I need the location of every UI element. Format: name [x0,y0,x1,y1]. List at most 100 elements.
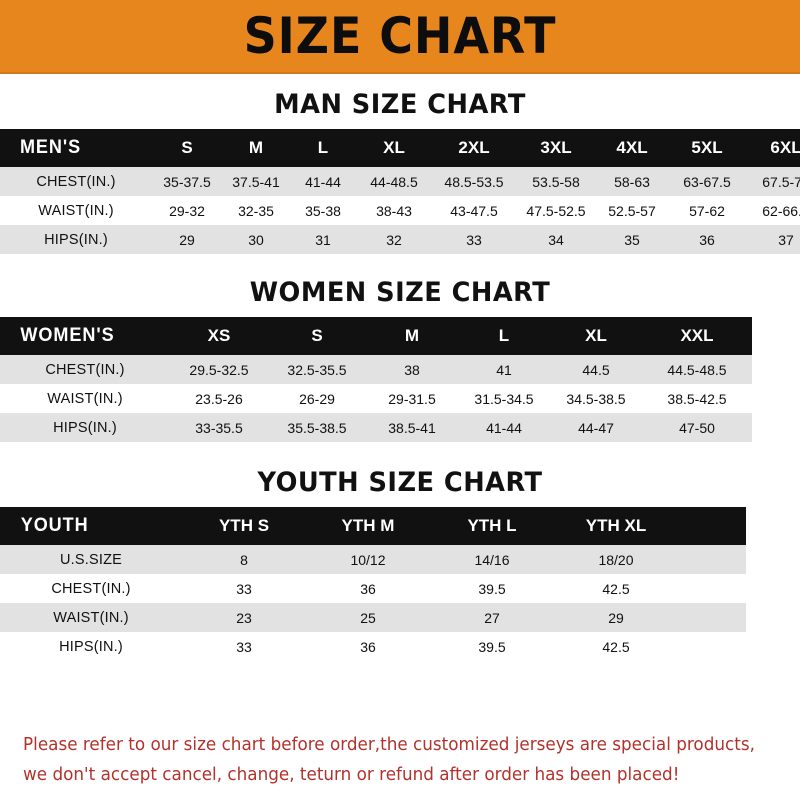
youth-cell-0-1: 10/12 [306,545,430,574]
table-row: WAIST(IN.) 29-32 32-35 35-38 38-43 43-47… [0,196,800,225]
youth-cell-3-0: 33 [182,632,306,661]
man-cell-0-5: 53.5-58 [516,167,596,196]
banner: SIZE CHART [0,0,800,74]
youth-table-body: YOUTH YTH S YTH M YTH L YTH XL U.S.SIZE … [0,507,746,661]
youth-cell-0-2: 14/16 [430,545,554,574]
banner-title: SIZE CHART [243,7,557,65]
women-cell-2-3: 41-44 [458,413,550,442]
youth-corner-label: YOUTH [20,515,89,536]
youth-row-3-label: HIPS(IN.) [0,632,182,661]
man-col-7: 5XL [691,138,723,157]
man-col-0: S [181,138,193,157]
youth-cell-0-3: 18/20 [554,545,678,574]
youth-cell-1-2: 39.5 [430,574,554,603]
women-cell-0-0: 29.5-32.5 [170,355,268,384]
table-row: CHEST(IN.) 33 36 39.5 42.5 [0,574,746,603]
man-row-0-label: CHEST(IN.) [0,167,152,196]
women-col-3: L [498,326,510,345]
man-cell-1-3: 38-43 [356,196,432,225]
man-cell-2-0: 29 [152,225,222,254]
man-cell-0-8: 67.5-72 [746,167,800,196]
women-cell-0-2: 38 [366,355,458,384]
man-cell-1-6: 52.5-57 [596,196,668,225]
women-cell-0-3: 41 [458,355,550,384]
women-col-1: S [311,326,323,345]
youth-cell-1-0: 33 [182,574,306,603]
youth-cell-0-0: 8 [182,545,306,574]
table-row: CHEST(IN.) 29.5-32.5 32.5-35.5 38 41 44.… [0,355,752,384]
man-cell-2-8: 37 [746,225,800,254]
man-cell-1-2: 35-38 [290,196,356,225]
women-cell-2-4: 44-47 [550,413,642,442]
man-col-5: 3XL [540,138,572,157]
youth-row-0-label: U.S.SIZE [0,545,182,574]
table-row: HIPS(IN.) 33 36 39.5 42.5 [0,632,746,661]
man-section-heading: MAN SIZE CHART [274,89,526,120]
women-row-2-label: HIPS(IN.) [0,413,170,442]
table-row: U.S.SIZE 8 10/12 14/16 18/20 [0,545,746,574]
man-cell-2-5: 34 [516,225,596,254]
man-cell-2-1: 30 [222,225,290,254]
youth-section-heading: YOUTH SIZE CHART [257,467,543,498]
youth-col-spacer [678,507,746,545]
women-cell-0-4: 44.5 [550,355,642,384]
man-cell-2-2: 31 [290,225,356,254]
youth-col-3: YTH XL [585,516,647,535]
youth-cell-2-0: 23 [182,603,306,632]
man-col-1: M [248,138,264,157]
man-cell-2-3: 32 [356,225,432,254]
man-cell-0-1: 37.5-41 [222,167,290,196]
women-cell-2-1: 35.5-38.5 [268,413,366,442]
women-cell-1-3: 31.5-34.5 [458,384,550,413]
women-cell-1-5: 38.5-42.5 [642,384,752,413]
man-cell-0-4: 48.5-53.5 [432,167,516,196]
women-cell-1-0: 23.5-26 [170,384,268,413]
youth-cell-2-3: 29 [554,603,678,632]
women-cell-1-1: 26-29 [268,384,366,413]
man-cell-0-7: 63-67.5 [668,167,746,196]
women-cell-0-5: 44.5-48.5 [642,355,752,384]
youth-cell-3-3: 42.5 [554,632,678,661]
women-table-body: WOMEN'S XS S M L XL XXL CHEST(IN.) 29.5-… [0,317,752,442]
man-cell-1-4: 43-47.5 [432,196,516,225]
man-cell-1-5: 47.5-52.5 [516,196,596,225]
youth-col-1: YTH M [341,516,395,535]
youth-cell-2-2: 27 [430,603,554,632]
youth-size-table: YOUTH YTH S YTH M YTH L YTH XL U.S.SIZE … [0,507,746,661]
order-policy-notice: Please refer to our size chart before or… [0,730,768,790]
women-cell-0-1: 32.5-35.5 [268,355,366,384]
man-col-4: 2XL [458,138,490,157]
man-corner-label: MEN'S [19,137,82,158]
youth-header-row: YOUTH YTH S YTH M YTH L YTH XL [0,507,746,545]
youth-col-0: YTH S [218,516,270,535]
women-cell-2-0: 33-35.5 [170,413,268,442]
women-cell-2-5: 47-50 [642,413,752,442]
youth-col-2: YTH L [467,516,517,535]
youth-row-1-label: CHEST(IN.) [0,574,182,603]
notice-line-2: we don't accept cancel, change, teturn o… [23,765,680,785]
man-table-wrap: MEN'S S M L XL 2XL 3XL 4XL 5XL 6XL CHEST… [0,129,800,254]
man-cell-2-7: 36 [668,225,746,254]
man-table-body: MEN'S S M L XL 2XL 3XL 4XL 5XL 6XL CHEST… [0,129,800,254]
man-cell-2-6: 35 [596,225,668,254]
youth-cell-1-3: 42.5 [554,574,678,603]
table-row: WAIST(IN.) 23 25 27 29 [0,603,746,632]
youth-cell-2-spacer [678,603,746,632]
women-row-1-label: WAIST(IN.) [0,384,170,413]
man-cell-0-6: 58-63 [596,167,668,196]
man-col-8: 6XL [770,138,800,157]
man-cell-1-1: 32-35 [222,196,290,225]
man-header-row: MEN'S S M L XL 2XL 3XL 4XL 5XL 6XL [0,129,800,167]
youth-row-2-label: WAIST(IN.) [0,603,182,632]
women-section-heading: WOMEN SIZE CHART [249,277,551,308]
man-cell-0-3: 44-48.5 [356,167,432,196]
man-row-1-label: WAIST(IN.) [0,196,152,225]
man-cell-1-0: 29-32 [152,196,222,225]
man-cell-0-0: 35-37.5 [152,167,222,196]
women-col-5: XXL [680,326,714,345]
youth-cell-1-1: 36 [306,574,430,603]
table-row: HIPS(IN.) 29 30 31 32 33 34 35 36 37 [0,225,800,254]
man-col-6: 4XL [616,138,648,157]
table-row: HIPS(IN.) 33-35.5 35.5-38.5 38.5-41 41-4… [0,413,752,442]
